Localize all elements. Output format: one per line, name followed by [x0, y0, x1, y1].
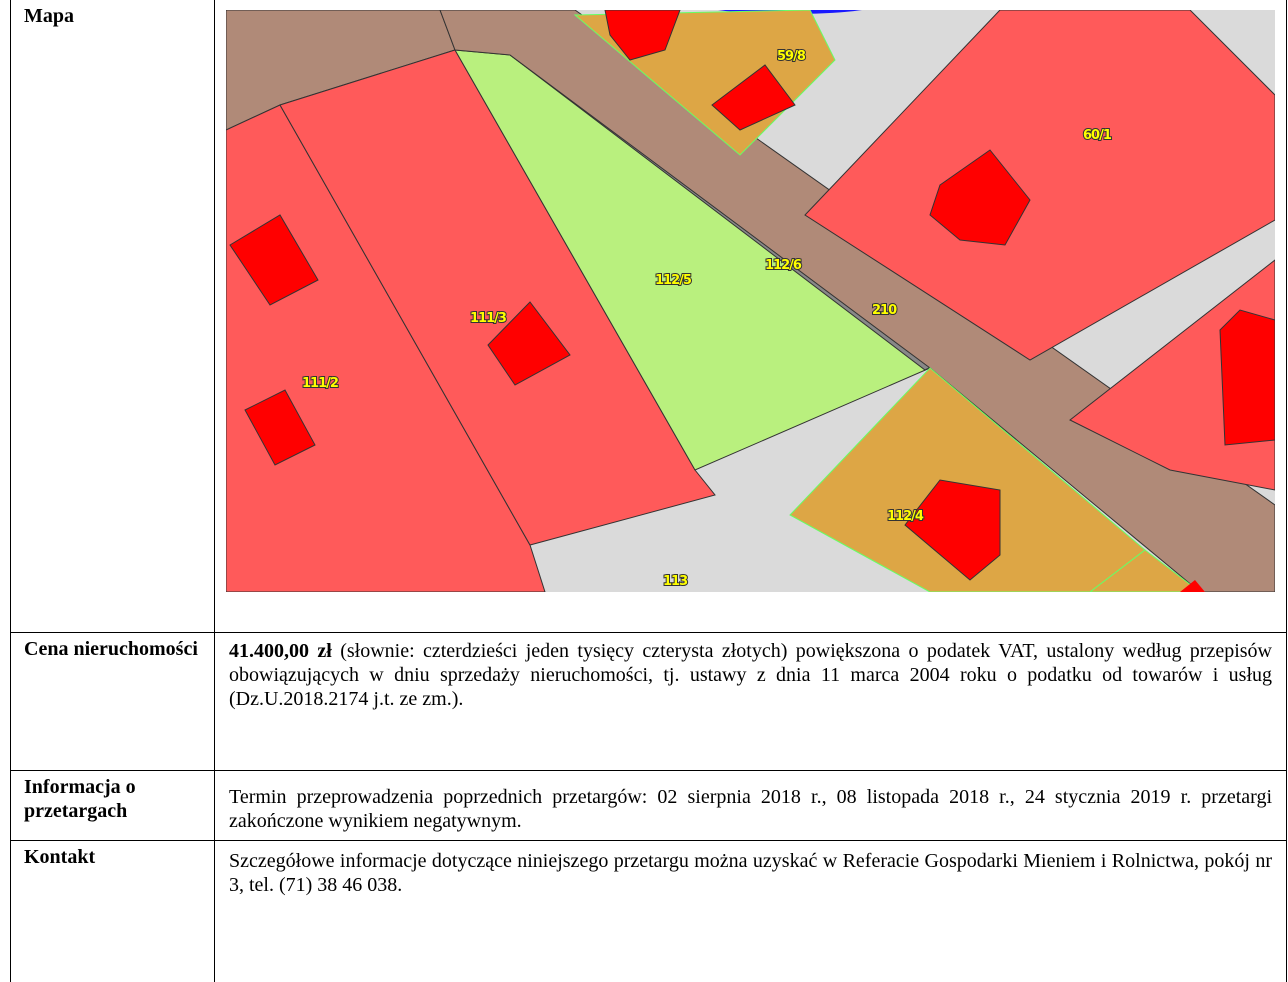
map-label: 210 — [872, 303, 897, 318]
map-label: 112/6 — [765, 258, 802, 273]
map-label: 112/4 — [887, 509, 924, 524]
map-label: 111/3 — [470, 311, 507, 326]
row-value: 41.400,00 zł (słownie: czterdzieści jede… — [215, 632, 1287, 770]
map: 59/8 60/1 112/6 112/5 210 111/3 111/2 11… — [226, 10, 1275, 592]
map-label: 111/2 — [302, 376, 338, 391]
row-value: Termin przeprowadzenia poprzednich przet… — [215, 770, 1287, 840]
map-label: 113 — [663, 574, 688, 589]
price: 41.400,00 zł — [229, 640, 332, 662]
row-label: Informacja o przetargach — [10, 770, 215, 840]
row-label: Mapa — [10, 0, 215, 632]
row-label: Cena nieruchomości — [10, 632, 215, 770]
price-text: (słownie: czterdzieści jeden tysięcy czt… — [229, 640, 1273, 710]
row-label: Kontakt — [10, 840, 215, 982]
row-value: Szczegółowe informacje dotyczące niniejs… — [215, 840, 1287, 982]
map-cell: 59/8 60/1 112/6 112/5 210 111/3 111/2 11… — [215, 0, 1287, 632]
map-label: 60/1 — [1083, 128, 1112, 143]
map-label: 112/5 — [655, 273, 692, 288]
map-label: 59/8 — [777, 49, 806, 64]
